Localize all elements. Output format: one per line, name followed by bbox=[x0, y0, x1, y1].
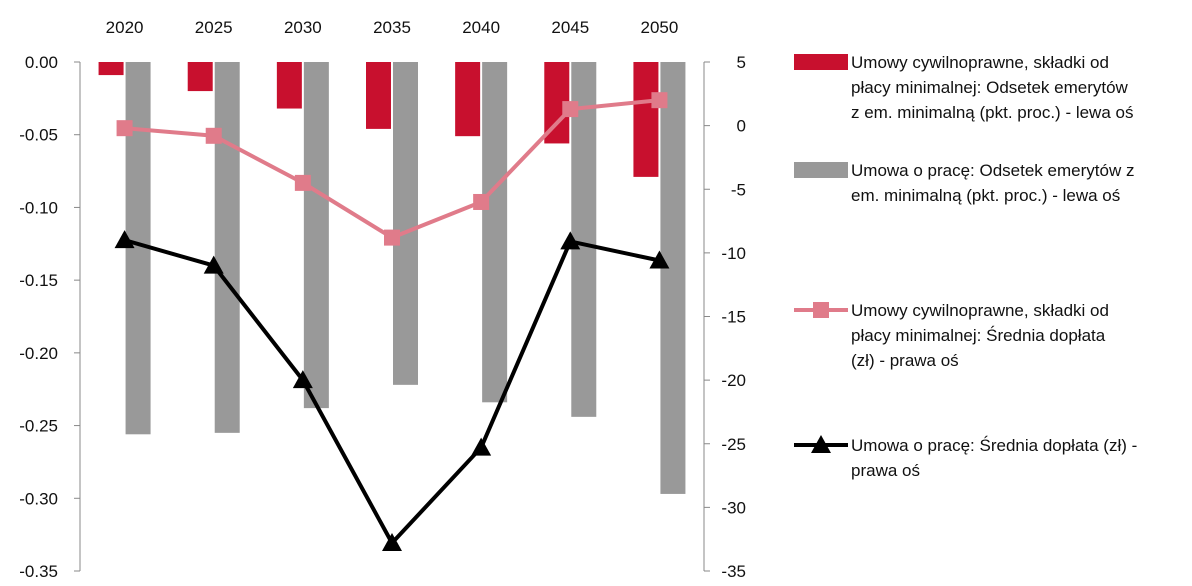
left-tick-label: -0.20 bbox=[19, 344, 58, 363]
x-tick-label: 2050 bbox=[641, 18, 679, 37]
left-tick-label: -0.25 bbox=[19, 417, 58, 436]
bar-civil-contract bbox=[188, 62, 213, 91]
x-tick-label: 2025 bbox=[195, 18, 233, 37]
bar-employment-contract bbox=[304, 62, 329, 408]
bar-employment-contract bbox=[482, 62, 507, 402]
x-tick-label: 2045 bbox=[551, 18, 589, 37]
legend-swatch-bar bbox=[794, 162, 848, 178]
legend-label: Umowa o pracę: Średnia dopłata (zł) - bbox=[851, 436, 1137, 455]
x-tick-label: 2020 bbox=[106, 18, 144, 37]
bar-employment-contract bbox=[660, 62, 685, 494]
legend-label: (zł) - prawa oś bbox=[851, 351, 959, 370]
point-square-marker bbox=[206, 128, 222, 144]
point-square-marker bbox=[651, 92, 667, 108]
legend-label: em. minimalną (pkt. proc.) - lewa oś bbox=[851, 186, 1120, 205]
right-tick-label: -35 bbox=[721, 562, 746, 581]
right-tick-label: -25 bbox=[721, 435, 746, 454]
right-tick-label: 5 bbox=[737, 53, 746, 72]
bar-employment-contract bbox=[215, 62, 240, 433]
bar-employment-contract bbox=[393, 62, 418, 385]
bar-civil-contract bbox=[455, 62, 480, 136]
legend-swatch-bar bbox=[794, 54, 848, 70]
legend-label: Umowy cywilnoprawne, składki od bbox=[851, 53, 1109, 72]
right-tick-label: -5 bbox=[731, 180, 746, 199]
right-tick-label: 0 bbox=[737, 117, 746, 136]
legend-label: prawa oś bbox=[851, 461, 920, 480]
right-tick-label: -10 bbox=[721, 244, 746, 263]
bar-civil-contract bbox=[366, 62, 391, 129]
right-tick-label: -20 bbox=[721, 371, 746, 390]
point-triangle-marker bbox=[471, 438, 491, 456]
bar-civil-contract bbox=[633, 62, 658, 177]
legend-label: Umowa o pracę: Odsetek emerytów z bbox=[851, 161, 1134, 180]
left-tick-label: -0.35 bbox=[19, 562, 58, 581]
right-tick-label: -15 bbox=[721, 308, 746, 327]
legend-label: z em. minimalną (pkt. proc.) - lewa oś bbox=[851, 103, 1133, 122]
left-tick-label: -0.10 bbox=[19, 198, 58, 217]
legend-label: Umowy cywilnoprawne, składki od bbox=[851, 301, 1109, 320]
point-square-marker bbox=[384, 230, 400, 246]
bar-civil-contract bbox=[99, 62, 124, 75]
left-tick-label: -0.05 bbox=[19, 126, 58, 145]
legend-label: płacy minimalnej: Odsetek emerytów bbox=[851, 78, 1129, 97]
point-square-marker bbox=[562, 101, 578, 117]
x-tick-label: 2030 bbox=[284, 18, 322, 37]
point-square-marker bbox=[117, 120, 133, 136]
point-square-marker bbox=[473, 194, 489, 210]
right-tick-label: -30 bbox=[721, 498, 746, 517]
legend-label: płacy minimalnej: Średnia dopłata bbox=[851, 326, 1106, 345]
bar-civil-contract bbox=[277, 62, 302, 109]
left-tick-label: 0.00 bbox=[25, 53, 58, 72]
left-tick-label: -0.30 bbox=[19, 489, 58, 508]
x-tick-label: 2035 bbox=[373, 18, 411, 37]
legend-square-marker bbox=[813, 302, 829, 318]
point-square-marker bbox=[295, 175, 311, 191]
left-tick-label: -0.15 bbox=[19, 271, 58, 290]
x-tick-label: 2040 bbox=[462, 18, 500, 37]
